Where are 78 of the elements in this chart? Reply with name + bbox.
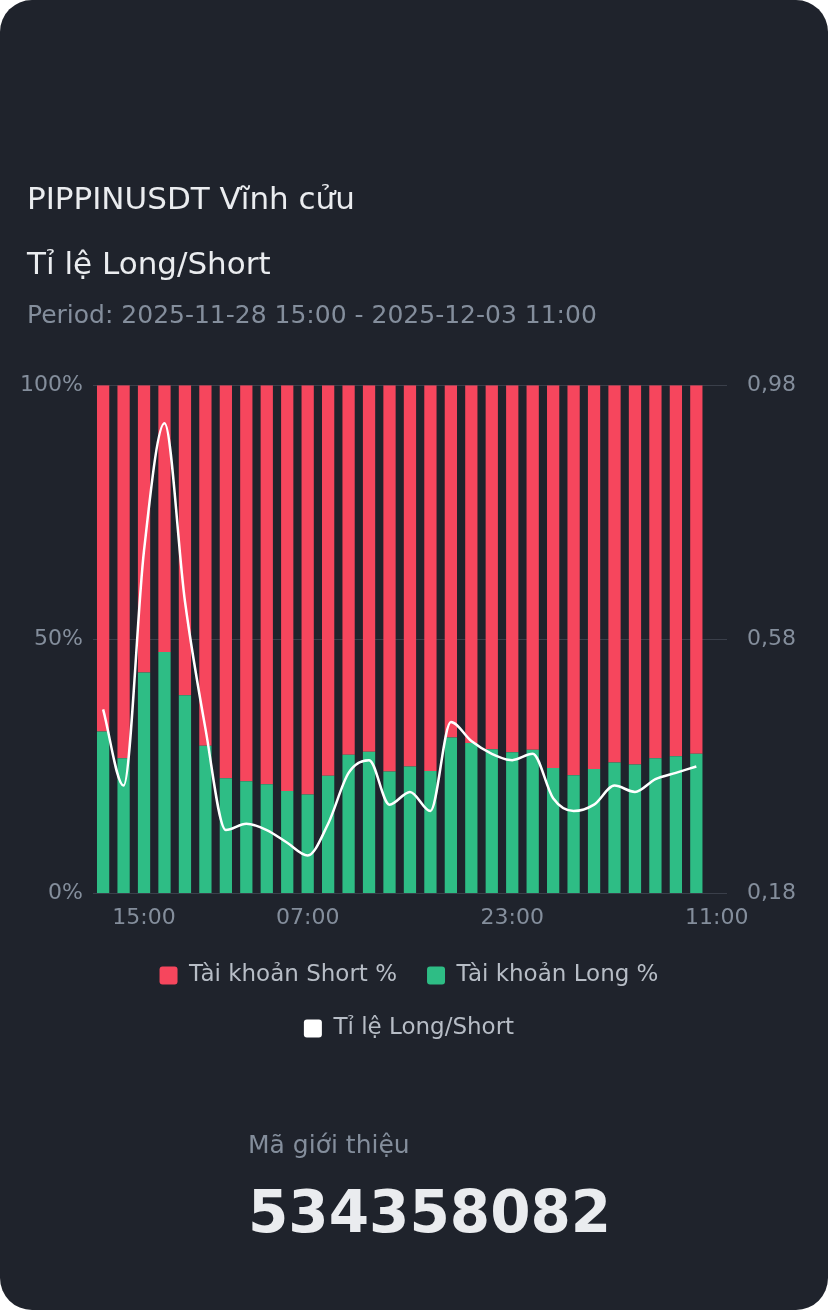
bar	[117, 758, 130, 894]
legend-label: Tỉ lệ Long/Short	[332, 1013, 515, 1040]
bar	[587, 385, 601, 770]
bar	[608, 385, 621, 763]
bar	[219, 778, 232, 894]
bar	[424, 771, 437, 894]
bar	[567, 385, 580, 776]
bar	[465, 743, 478, 894]
bar	[260, 385, 273, 785]
bar	[485, 749, 498, 894]
x-tick-label: 11:00	[685, 903, 749, 929]
bar	[158, 652, 171, 894]
text: Period: 2025-11-28 15:00 - 2025-12-03 11:00	[27, 300, 597, 329]
line-series	[101, 422, 698, 857]
bar	[444, 737, 457, 894]
bar	[117, 385, 130, 759]
bar	[403, 766, 417, 894]
bar	[362, 751, 376, 894]
y-tick-label: 50%	[33, 625, 83, 651]
y2-tick-label: 0,98	[747, 370, 796, 396]
bar	[567, 775, 580, 894]
chart-title: PIPPINUSDT Vĩnh cửu	[27, 180, 355, 216]
bar	[219, 385, 232, 779]
chart-subtitle: Tỉ lệ Long/Short	[27, 245, 271, 281]
bar	[158, 385, 171, 653]
bar	[178, 695, 192, 894]
bar	[240, 385, 253, 782]
bar	[628, 764, 642, 894]
bar	[96, 385, 110, 732]
bar	[199, 385, 212, 746]
bar	[240, 781, 253, 894]
bar	[649, 758, 662, 894]
x-tick-label: 23:00	[480, 903, 544, 929]
bar	[96, 731, 110, 894]
bar	[547, 768, 560, 894]
bar	[322, 385, 335, 776]
bar	[383, 385, 396, 772]
bar	[281, 385, 294, 791]
x-tick-label: 15:00	[112, 903, 176, 929]
bar	[342, 385, 355, 755]
bar	[526, 385, 539, 750]
bar	[260, 784, 273, 894]
bar	[342, 754, 355, 894]
bar	[608, 762, 621, 894]
bar	[506, 752, 519, 894]
bar	[362, 385, 376, 752]
x-tick-label: 07:00	[275, 903, 340, 929]
bar	[587, 769, 601, 894]
bar	[628, 385, 642, 765]
bar	[547, 385, 560, 769]
bar	[137, 672, 151, 894]
bar	[690, 385, 703, 754]
bar	[465, 385, 478, 744]
bar	[301, 385, 314, 795]
bar	[424, 385, 437, 772]
y2-tick-label: 0,58	[747, 625, 796, 651]
bar	[669, 756, 683, 894]
y2-tick-label: 0,18	[747, 879, 796, 905]
legend-label: Tài khoản Long %	[455, 960, 659, 987]
legend-label: Tài khoản Short %	[188, 960, 398, 987]
bar	[444, 385, 457, 738]
bar	[383, 771, 396, 894]
bar	[485, 385, 498, 750]
bar	[526, 749, 539, 894]
y-tick-label: 0%	[47, 879, 83, 905]
bar	[649, 385, 662, 759]
bar	[669, 385, 683, 757]
y-tick-label: 100%	[19, 370, 83, 396]
bar	[506, 385, 519, 753]
bar	[281, 790, 294, 894]
bar	[199, 745, 212, 894]
bar	[403, 385, 417, 767]
bar	[178, 385, 192, 696]
text: Mã giới thiệu	[248, 1130, 410, 1159]
bar	[322, 775, 335, 894]
text: 534358082	[248, 1178, 612, 1246]
bar	[690, 753, 703, 894]
bar	[301, 794, 314, 894]
